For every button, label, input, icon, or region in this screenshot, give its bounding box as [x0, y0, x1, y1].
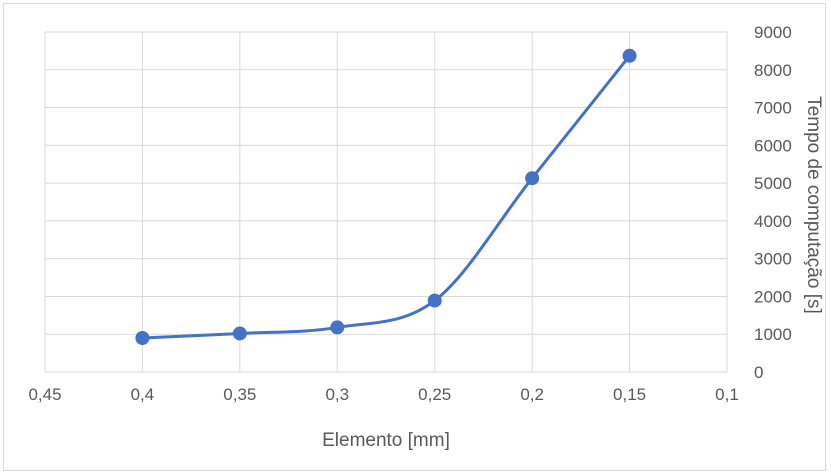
y-tick-label: 4000 — [754, 212, 792, 231]
x-tick-label: 0,1 — [715, 385, 739, 404]
series-line — [140, 54, 632, 340]
x-tick-label: 0,2 — [520, 385, 544, 404]
y-axis-title: Tempo de computação [s] — [803, 96, 824, 314]
x-tick-label: 0,3 — [325, 385, 349, 404]
data-point — [135, 331, 150, 345]
y-tick-label: 5000 — [754, 174, 792, 193]
x-tick-label: 0,15 — [613, 385, 646, 404]
chart-area — [3, 3, 826, 471]
x-tick-label: 0,35 — [223, 385, 256, 404]
y-tick-label: 1000 — [754, 325, 792, 344]
horizontal-gridlines — [45, 31, 727, 373]
data-point — [427, 293, 442, 308]
series-layer — [135, 48, 637, 345]
x-tick-label: 0,4 — [131, 385, 155, 404]
x-axis-tick-labels: 0,45 0,4 0,35 0,3 0,25 0,2 0,15 0,1 — [28, 385, 738, 404]
y-tick-label: 6000 — [754, 136, 792, 155]
x-tick-label: 0,45 — [28, 385, 61, 404]
x-tick-label: 0,25 — [418, 385, 451, 404]
x-axis-title: Elemento [mm] — [322, 430, 450, 451]
y-tick-label: 3000 — [754, 250, 792, 269]
y-tick-label: 0 — [754, 363, 763, 382]
vertical-gridlines — [44, 32, 728, 372]
data-point — [622, 48, 637, 63]
y-tick-label: 7000 — [754, 99, 792, 118]
y-tick-label: 8000 — [754, 61, 792, 80]
data-point — [525, 171, 540, 186]
y-tick-label: 2000 — [754, 287, 792, 306]
y-axis-tick-labels: 0 1000 2000 3000 4000 5000 6000 7000 8000 9000 — [754, 23, 792, 382]
data-point — [232, 326, 247, 341]
y-tick-label: 9000 — [754, 23, 792, 42]
data-point — [330, 320, 345, 335]
